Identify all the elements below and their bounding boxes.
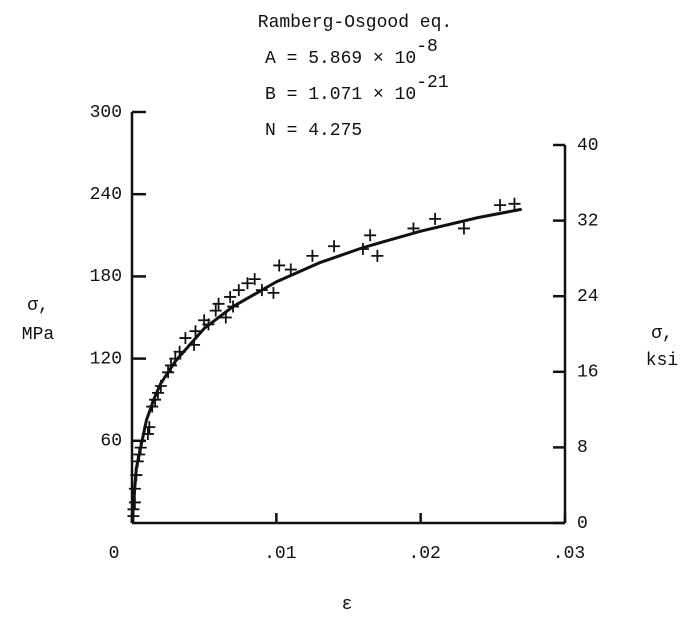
x-axis-label: ε bbox=[342, 595, 353, 615]
fit-curve bbox=[130, 207, 522, 524]
x-tick-label: .01 bbox=[264, 544, 296, 564]
y2-tick-label: 24 bbox=[577, 287, 599, 307]
data-point bbox=[179, 332, 192, 345]
annotation: B = 1.071 × 10-21 bbox=[265, 73, 449, 105]
data-point bbox=[224, 290, 237, 303]
y-axis-label: σ, bbox=[27, 296, 49, 316]
data-point bbox=[429, 212, 442, 225]
annotation-text: B = 1.071 × 10 bbox=[265, 85, 416, 105]
y2-tick-label: 8 bbox=[577, 438, 588, 458]
y-axis-label: MPa bbox=[22, 325, 55, 345]
data-point bbox=[248, 273, 261, 286]
annotation-exponent: -8 bbox=[416, 37, 438, 57]
y2-tick-label: 40 bbox=[577, 136, 599, 156]
y2-axis-label: ksi bbox=[646, 351, 678, 371]
annotation: N = 4.275 bbox=[265, 121, 362, 141]
x-tick-label: .03 bbox=[553, 544, 585, 564]
x-tick-label: 0 bbox=[109, 544, 120, 564]
data-point bbox=[284, 263, 297, 276]
annotation-text: N = 4.275 bbox=[265, 121, 362, 141]
data-point bbox=[212, 297, 225, 310]
data-point bbox=[209, 304, 222, 317]
data-point bbox=[273, 259, 286, 272]
y2-axis-label: σ, bbox=[651, 324, 673, 344]
data-point bbox=[457, 222, 470, 235]
data-point bbox=[494, 199, 507, 212]
y2-tick-label: 0 bbox=[577, 514, 588, 534]
x-tick-label: .02 bbox=[408, 544, 440, 564]
annotation: A = 5.869 × 10-8 bbox=[265, 37, 438, 69]
y-tick-label: 240 bbox=[90, 185, 122, 205]
data-point bbox=[267, 286, 280, 299]
data-point bbox=[508, 197, 521, 210]
y2-tick-label: 16 bbox=[577, 363, 599, 383]
y-tick-label: 300 bbox=[90, 103, 122, 123]
y-tick-label: 120 bbox=[90, 349, 122, 369]
data-point bbox=[306, 249, 319, 262]
data-point bbox=[364, 229, 377, 242]
data-point bbox=[232, 284, 245, 297]
annotation-text: A = 5.869 × 10 bbox=[265, 49, 416, 69]
annotation-exponent: -21 bbox=[416, 73, 448, 93]
data-point bbox=[189, 325, 202, 338]
data-point bbox=[371, 249, 384, 262]
data-point bbox=[328, 240, 341, 253]
chart-title: Ramberg-Osgood eq. bbox=[258, 13, 452, 33]
y-tick-label: 60 bbox=[100, 432, 122, 452]
y2-tick-label: 32 bbox=[577, 211, 599, 231]
data-point bbox=[241, 277, 254, 290]
y-tick-label: 180 bbox=[90, 267, 122, 287]
